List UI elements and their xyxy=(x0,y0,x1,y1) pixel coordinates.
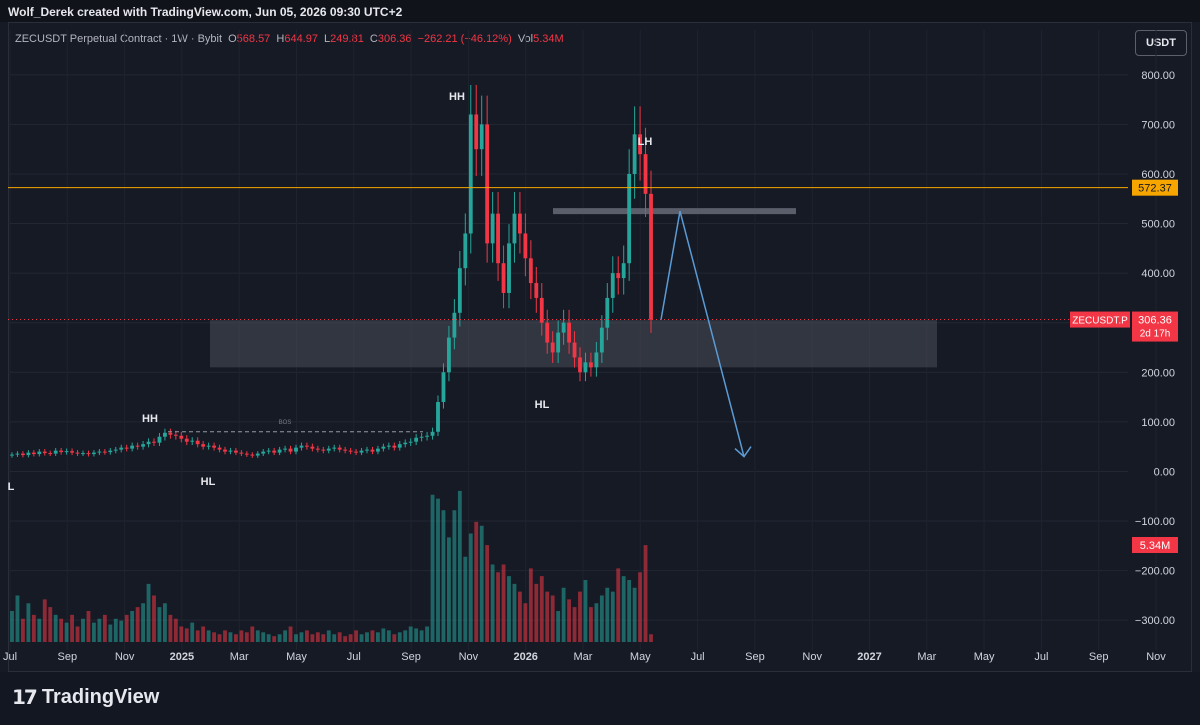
low-label: L xyxy=(324,33,331,45)
tradingview-brand: TradingView xyxy=(41,686,160,708)
tradingview-mark-icon: 𝟭𝟳 xyxy=(12,687,38,709)
change-value: −262.21 (−46.12%) xyxy=(417,33,512,45)
chart-pane[interactable] xyxy=(8,22,1192,672)
currency-button[interactable]: USDT xyxy=(1135,30,1187,56)
footer-bar xyxy=(0,672,1200,725)
credit-text: Wolf_Derek created with TradingView.com,… xyxy=(8,5,403,19)
tradingview-logo: 𝟭𝟳 TradingView xyxy=(12,685,159,710)
high-value: 644.97 xyxy=(284,33,318,45)
symbol-title: ZECUSDT Perpetual Contract · 1W · Bybit xyxy=(15,33,223,45)
high-label: H xyxy=(276,33,285,45)
open-value: 568.57 xyxy=(236,33,271,45)
symbol-legend: ZECUSDT Perpetual Contract · 1W · Bybit … xyxy=(15,33,567,45)
volume-value: 5.34M xyxy=(533,33,564,45)
close-label: C xyxy=(369,33,378,45)
open-label: O xyxy=(228,33,237,45)
volume-label: Vol xyxy=(517,33,534,45)
credit-bar: Wolf_Derek created with TradingView.com,… xyxy=(0,0,1200,22)
low-value: 249.81 xyxy=(330,33,364,45)
close-value: 306.36 xyxy=(377,33,412,45)
